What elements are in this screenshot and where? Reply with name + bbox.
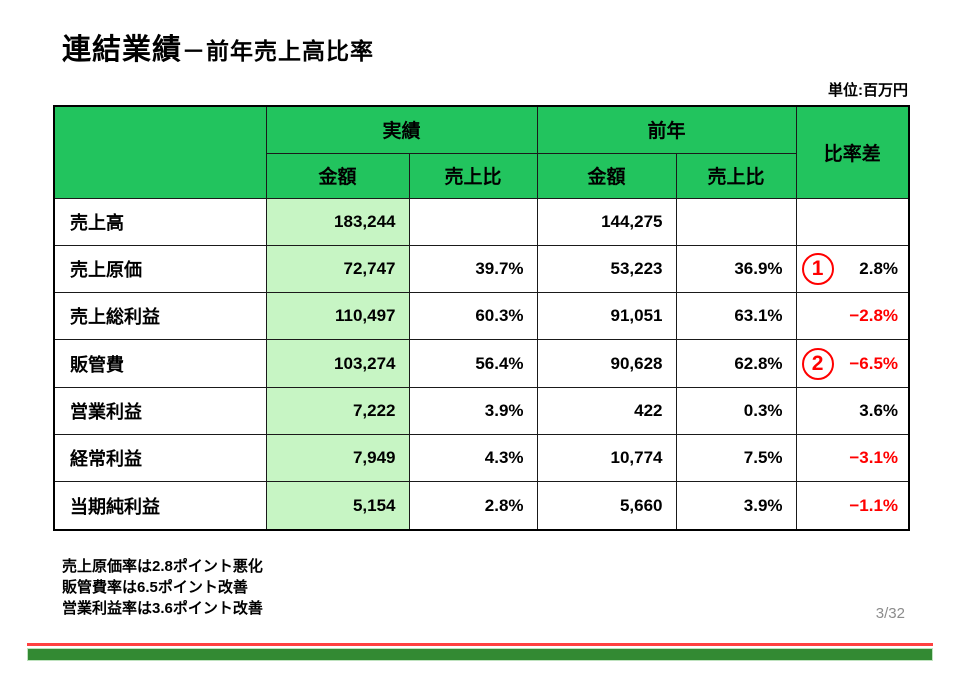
prev-amount-cell: 422 <box>536 386 677 435</box>
actual-amount-cell: 5,154 <box>265 481 410 531</box>
page-title-main: 連結業績 <box>62 34 183 66</box>
ratio-diff-cell <box>795 197 910 246</box>
ratio-diff-cell: −1.1% <box>795 481 910 531</box>
table-row: 当期純利益 5,154 2.8% 5,660 3.9% −1.1% <box>53 481 910 531</box>
prev-ratio-cell: 62.8% <box>675 339 797 388</box>
actual-amount-cell: 110,497 <box>265 292 410 341</box>
actual-amount-cell: 7,949 <box>265 433 410 483</box>
page-number: 3/32 <box>875 605 905 622</box>
prev-ratio-cell: 7.5% <box>675 433 797 483</box>
header-group-previous: 前年 <box>536 105 797 154</box>
ratio-diff-value: 2.8% <box>859 258 899 278</box>
ratio-diff-value: −3.1% <box>849 448 899 468</box>
table-row: 販管費 103,274 56.4% 90,628 62.8% 2 −6.5% <box>53 339 910 388</box>
ratio-diff-value: −6.5% <box>849 353 899 373</box>
actual-amount-cell: 72,747 <box>265 244 410 294</box>
header-actual-amount: 金額 <box>265 152 410 199</box>
prev-amount-cell: 91,051 <box>536 292 677 341</box>
header-corner-blank <box>53 105 267 199</box>
footer-green-bar <box>27 648 933 661</box>
ratio-diff-cell: 2 −6.5% <box>795 339 910 388</box>
prev-ratio-cell <box>675 197 797 246</box>
results-table: 実績 前年 比率差 金額 売上比 金額 売上比 売上高 183,244 144,… <box>53 105 911 531</box>
actual-ratio-cell <box>408 197 538 246</box>
table-row: 売上総利益 110,497 60.3% 91,051 63.1% −2.8% <box>53 292 910 341</box>
units-label: 単位:百万円 <box>828 82 908 99</box>
footnote-line: 販管費率は6.5ポイント改善 <box>62 579 248 596</box>
row-label: 当期純利益 <box>53 481 267 531</box>
ratio-diff-cell: 1 2.8% <box>795 244 910 294</box>
actual-ratio-cell: 3.9% <box>408 386 538 435</box>
row-label: 売上原価 <box>53 244 267 294</box>
ratio-diff-cell: −3.1% <box>795 433 910 483</box>
prev-amount-cell: 5,660 <box>536 481 677 531</box>
actual-amount-cell: 7,222 <box>265 386 410 435</box>
table-row: 経常利益 7,949 4.3% 10,774 7.5% −3.1% <box>53 433 910 483</box>
page-title: 連結業績－前年売上高比率 <box>62 30 374 75</box>
header-ratio-diff: 比率差 <box>795 105 910 199</box>
row-label: 営業利益 <box>53 386 267 435</box>
table-row: 売上高 183,244 144,275 <box>53 197 910 246</box>
header-row-groups: 実績 前年 比率差 <box>53 105 910 199</box>
prev-ratio-cell: 0.3% <box>675 386 797 435</box>
ratio-diff-value: −1.1% <box>849 495 899 515</box>
prev-ratio-cell: 36.9% <box>675 244 797 294</box>
actual-ratio-cell: 39.7% <box>408 244 538 294</box>
circled-number-marker: 1 <box>801 252 834 285</box>
actual-ratio-cell: 56.4% <box>408 339 538 388</box>
circled-number-marker: 2 <box>801 347 834 380</box>
actual-ratio-cell: 4.3% <box>408 433 538 483</box>
row-label: 売上高 <box>53 197 267 246</box>
actual-amount-cell: 103,274 <box>265 339 410 388</box>
row-label: 経常利益 <box>53 433 267 483</box>
header-group-actual: 実績 <box>265 105 538 154</box>
footnote-line: 売上原価率は2.8ポイント悪化 <box>62 558 263 575</box>
table-row: 売上原価 72,747 39.7% 53,223 36.9% 1 2.8% <box>53 244 910 294</box>
prev-ratio-cell: 3.9% <box>675 481 797 531</box>
prev-amount-cell: 144,275 <box>536 197 677 246</box>
prev-amount-cell: 10,774 <box>536 433 677 483</box>
footnotes: 売上原価率は2.8ポイント悪化 販管費率は6.5ポイント改善 営業利益率は3.6… <box>62 556 263 619</box>
footer-red-line <box>27 643 933 646</box>
ratio-diff-value: 3.6% <box>859 400 899 420</box>
actual-ratio-cell: 2.8% <box>408 481 538 531</box>
ratio-diff-cell: 3.6% <box>795 386 910 435</box>
header-prev-amount: 金額 <box>536 152 677 199</box>
footnote-line: 営業利益率は3.6ポイント改善 <box>62 600 263 617</box>
row-label: 売上総利益 <box>53 292 267 341</box>
page-title-sub: －前年売上高比率 <box>182 38 375 64</box>
table-row: 営業利益 7,222 3.9% 422 0.3% 3.6% <box>53 386 910 435</box>
prev-amount-cell: 90,628 <box>536 339 677 388</box>
header-prev-sales-ratio: 売上比 <box>675 152 797 199</box>
prev-ratio-cell: 63.1% <box>675 292 797 341</box>
row-label: 販管費 <box>53 339 267 388</box>
actual-amount-cell: 183,244 <box>265 197 410 246</box>
header-row-sub: 金額 売上比 金額 売上比 <box>54 152 909 199</box>
ratio-diff-value: −2.8% <box>849 306 899 326</box>
actual-ratio-cell: 60.3% <box>408 292 538 341</box>
ratio-diff-cell: −2.8% <box>795 292 910 341</box>
prev-amount-cell: 53,223 <box>536 244 677 294</box>
header-actual-sales-ratio: 売上比 <box>408 152 538 199</box>
